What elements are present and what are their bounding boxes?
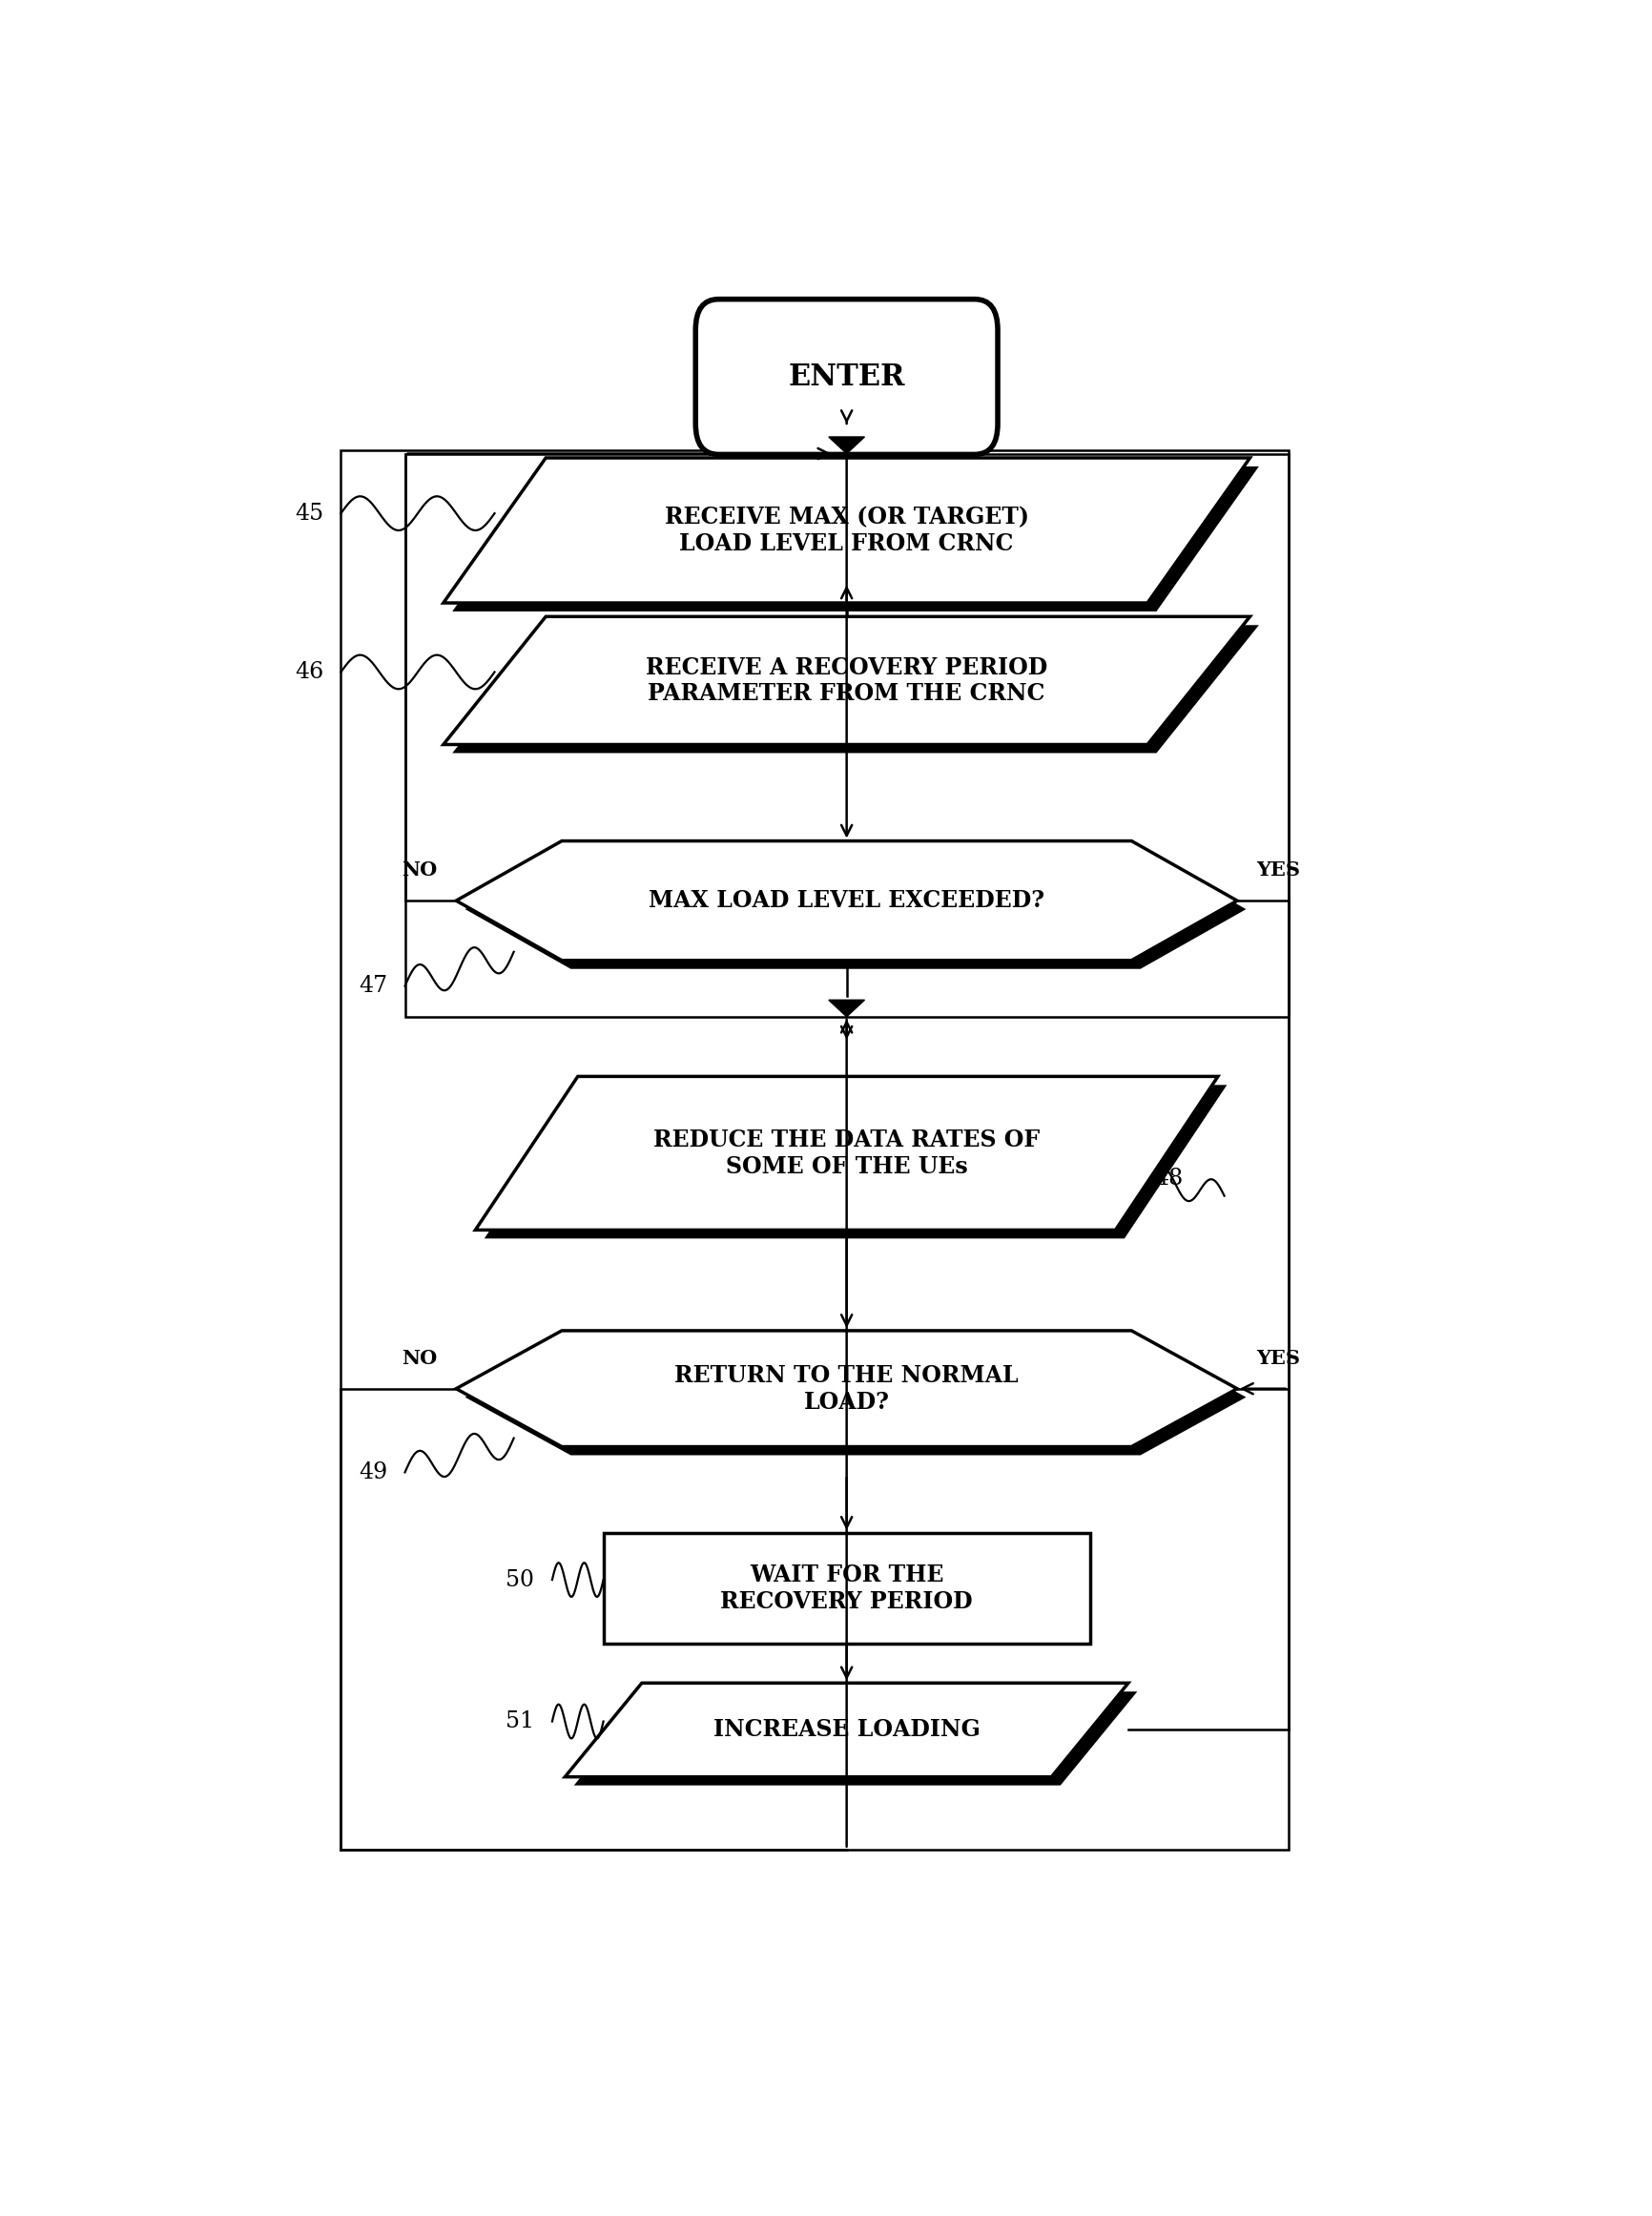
Polygon shape — [476, 1077, 1218, 1230]
Text: 47: 47 — [358, 975, 387, 997]
Polygon shape — [443, 616, 1251, 745]
Text: RECEIVE A RECOVERY PERIOD
PARAMETER FROM THE CRNC: RECEIVE A RECOVERY PERIOD PARAMETER FROM… — [646, 656, 1047, 705]
Polygon shape — [573, 1691, 1137, 1786]
Text: 48: 48 — [1153, 1168, 1183, 1190]
Text: REDUCE THE DATA RATES OF
SOME OF THE UEs: REDUCE THE DATA RATES OF SOME OF THE UEs — [654, 1128, 1039, 1179]
Text: 46: 46 — [294, 660, 324, 683]
Text: RETURN TO THE NORMAL
LOAD?: RETURN TO THE NORMAL LOAD? — [674, 1365, 1019, 1414]
Text: 45: 45 — [294, 503, 324, 525]
Text: 50: 50 — [506, 1569, 535, 1591]
Text: NO: NO — [401, 1347, 436, 1367]
Polygon shape — [466, 1338, 1246, 1456]
Bar — [340, 450, 1289, 1850]
Text: 49: 49 — [358, 1460, 387, 1483]
Polygon shape — [829, 999, 864, 1017]
Bar — [405, 454, 1289, 1017]
FancyBboxPatch shape — [695, 299, 998, 454]
Polygon shape — [456, 1330, 1237, 1447]
Text: WAIT FOR THE
RECOVERY PERIOD: WAIT FOR THE RECOVERY PERIOD — [720, 1564, 973, 1613]
Polygon shape — [829, 437, 864, 454]
Polygon shape — [565, 1682, 1128, 1777]
Text: YES: YES — [1257, 1347, 1300, 1367]
Polygon shape — [453, 465, 1259, 612]
Polygon shape — [484, 1086, 1227, 1239]
Polygon shape — [443, 459, 1251, 603]
Text: NO: NO — [401, 860, 436, 880]
Bar — [603, 1533, 1090, 1644]
Text: ENTER: ENTER — [788, 361, 905, 392]
Polygon shape — [453, 625, 1259, 753]
Text: MAX LOAD LEVEL EXCEEDED?: MAX LOAD LEVEL EXCEEDED? — [649, 889, 1044, 913]
Text: YES: YES — [1257, 860, 1300, 880]
Text: 51: 51 — [506, 1711, 535, 1733]
Polygon shape — [466, 849, 1246, 968]
Text: RECEIVE MAX (OR TARGET)
LOAD LEVEL FROM CRNC: RECEIVE MAX (OR TARGET) LOAD LEVEL FROM … — [664, 505, 1029, 554]
Text: INCREASE LOADING: INCREASE LOADING — [714, 1717, 980, 1742]
Polygon shape — [456, 840, 1237, 960]
